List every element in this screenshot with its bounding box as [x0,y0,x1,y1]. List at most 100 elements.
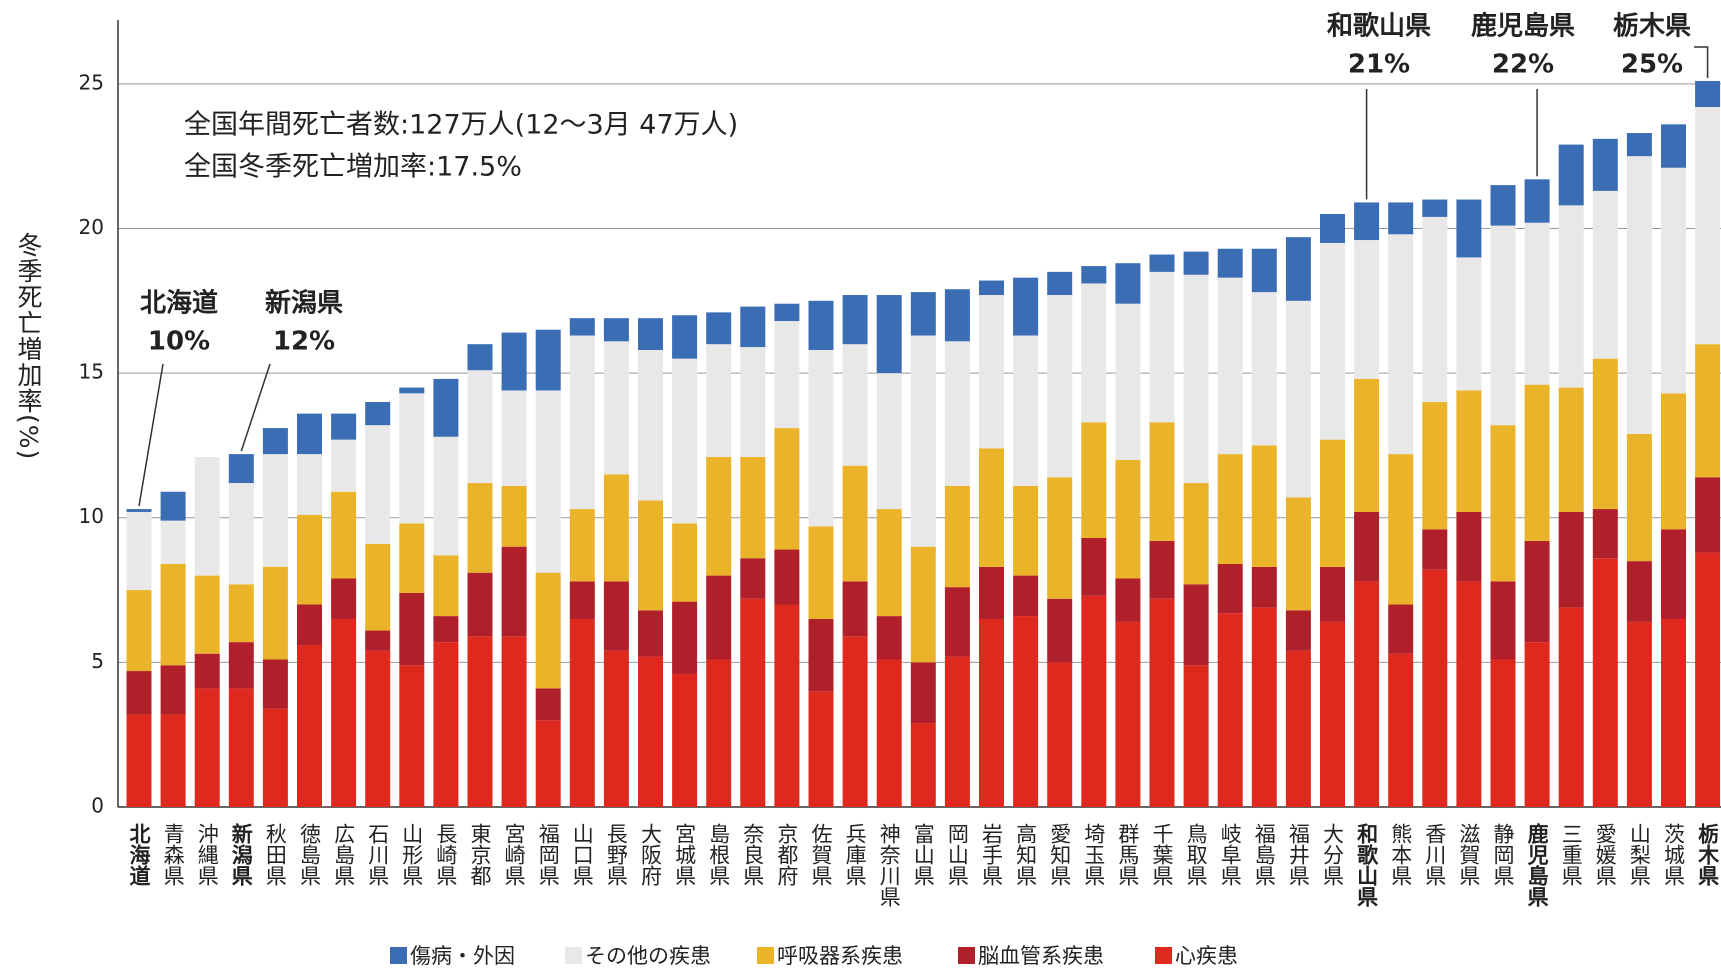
bar-segment [262,454,288,567]
x-tick-label: 長崎県 [434,823,458,886]
x-tick-label: 北海道 [127,823,151,886]
bar-segment [1661,393,1686,530]
note: 全国冬季死亡増加率:17.5% [184,152,522,183]
bar-segment [1695,80,1721,107]
bar-segment [194,456,220,576]
bar-segment [1592,509,1618,559]
bar-segment [433,616,459,643]
x-tick-label: 福井県 [1286,823,1310,886]
bar-segment [365,650,391,807]
bar-segment [1490,425,1516,582]
bar-segment [638,610,663,657]
x-tick-label: 愛知県 [1048,823,1072,886]
bar-segment [1217,564,1243,614]
annotation-label: 21% [1348,50,1410,80]
bar-segment [160,714,186,807]
bar-segment [944,587,970,657]
x-tick-label: 栃木県 [1696,822,1721,886]
x-tick-label: 奈良県 [741,823,765,886]
bar-segment [1558,511,1584,608]
bar-segment [1661,167,1686,394]
bar-segment [706,344,732,457]
bar-segment [1320,439,1345,567]
bar-segment [297,604,322,646]
bar-segment [1320,621,1345,807]
annotation-name: 新潟県 [265,288,343,319]
bar-segment [1422,529,1448,570]
x-tick-label: 茨城県 [1662,823,1686,886]
bar-segment [603,318,629,342]
bar-segment [1626,561,1652,622]
x-tick-label: 鹿児島県 [1525,822,1550,907]
bar-segment [1115,621,1141,807]
annotation-name: 北海道 [140,288,218,319]
bar-segment [228,584,254,643]
bar-segment [467,483,493,573]
bar-segment [535,688,561,721]
bar-segment [842,581,868,637]
x-tick-label: 鳥取県 [1184,823,1208,886]
bar-segment [1490,185,1516,226]
bar-segment [1592,190,1618,359]
bar-segment [569,618,595,807]
bar-segment [535,329,561,391]
bar-segment [297,413,322,455]
bar-segment [774,303,800,322]
bar-segment [1388,653,1414,807]
x-tick-label: 和歌山県 [1355,823,1379,907]
x-tick-label: 山口県 [570,823,594,886]
bar-segment [1081,266,1107,284]
bar-segment [501,390,527,486]
bar-segment [1456,257,1482,391]
bar-segment [1388,202,1414,235]
x-tick-label: 香川県 [1423,823,1447,886]
bar-segment [262,428,288,455]
bar-segment [1558,144,1584,206]
bar-segment [194,575,220,654]
bar-segment [1115,263,1141,304]
bar-segment [1285,610,1311,651]
bar-segment [1047,271,1073,296]
bar-segment [1183,251,1209,275]
bar-segment [672,523,698,602]
annotation-label: 22% [1492,50,1554,80]
bar-segment [365,402,391,426]
bar-segment [774,604,800,807]
annotation-name: 栃木県 [1613,12,1691,42]
bar-segment [1183,584,1209,666]
bar-segment [1626,156,1652,434]
legend-label: その他の疾患 [585,944,711,968]
bar-segment [774,549,800,605]
bar-segment [501,485,527,547]
bar-segment [1047,598,1073,663]
bar-segment [1524,642,1550,807]
bar-segment [1251,292,1277,446]
bar-segment [638,656,663,807]
bar-segment [1149,254,1175,272]
x-tick-label: 沖縄県 [195,823,219,886]
bar-segment [1354,511,1380,582]
bar-segment [365,425,391,544]
x-tick-label: 愛媛県 [1593,823,1617,886]
x-tick-label: 埼玉県 [1082,823,1106,886]
bar-segment [1592,138,1618,191]
bar-segment [638,349,663,501]
x-tick-label: 大阪府 [639,823,663,886]
bar-segment [1456,390,1482,512]
bar-segment [1081,595,1107,807]
bar-segment [1081,422,1107,538]
bar-segment [876,659,902,807]
annotation-label: 12% [273,327,335,357]
bar-segment [160,491,186,521]
bar-segment [331,439,357,492]
bar-segment [228,642,254,689]
bar-segment [1456,199,1482,258]
x-tick-label: 新潟県 [229,822,253,886]
bar-segment [944,656,970,807]
bar-segment [535,572,561,689]
bar-segment [876,295,902,374]
x-tick-label: 京都府 [775,823,799,886]
x-tick-label: 佐賀県 [809,823,833,886]
bar-segment [501,636,527,807]
x-tick-label: 岐阜県 [1218,823,1242,886]
